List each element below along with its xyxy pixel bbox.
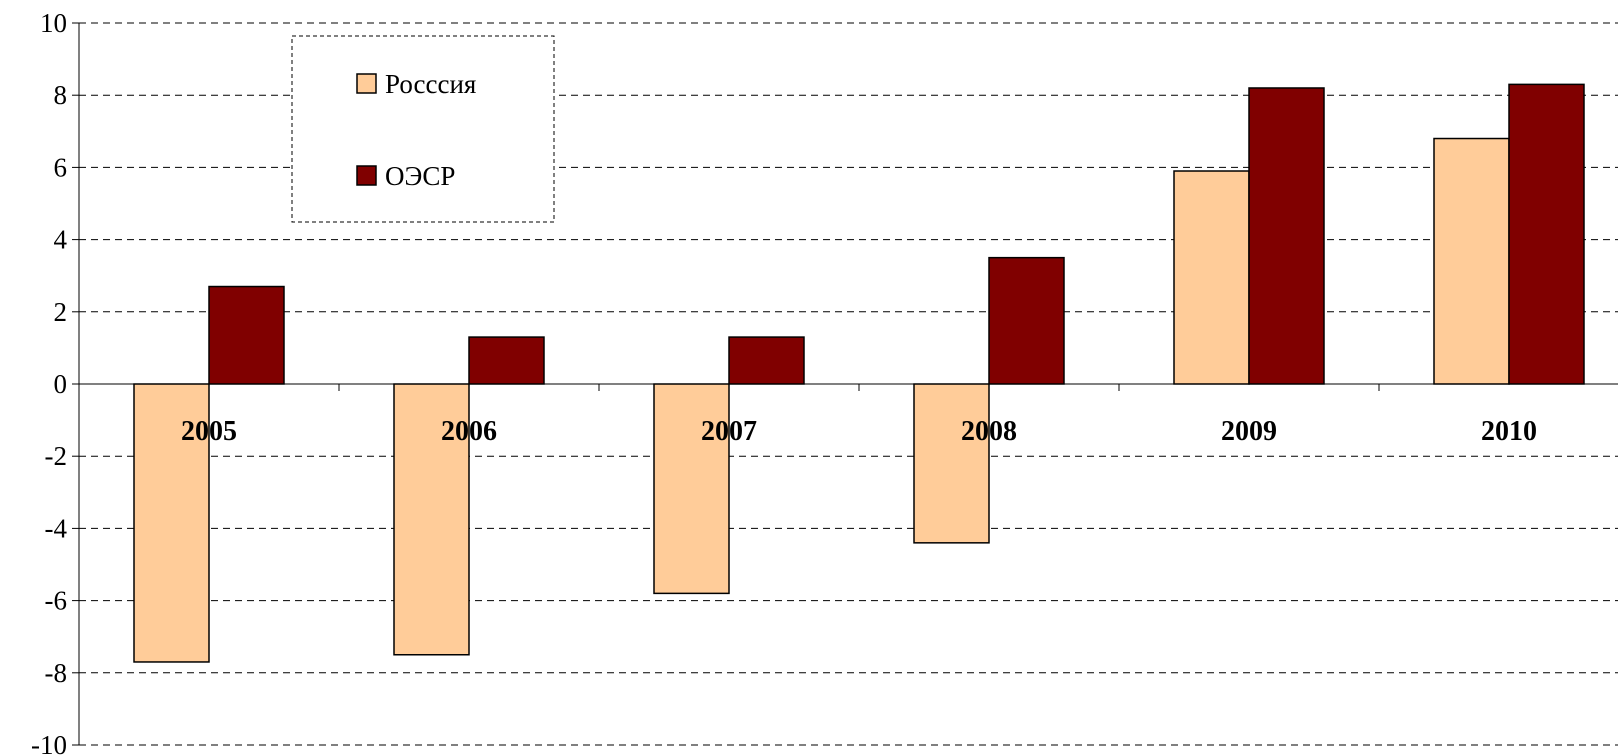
legend-label-oecd: ОЭСР (385, 161, 455, 191)
bar-oecd-2007 (728, 336, 805, 385)
y-tick-label: 8 (54, 80, 68, 110)
bar-russia-2005 (133, 383, 210, 663)
y-tick-label: 2 (54, 297, 68, 327)
bar-oecd-2005 (208, 285, 285, 385)
bar-russia-2007 (653, 383, 730, 595)
legend-label-russia: Росссия (385, 69, 476, 99)
category-label: 2005 (181, 416, 237, 447)
y-tick-label: -6 (45, 586, 68, 616)
bar-russia-2006 (393, 383, 470, 656)
category-label: 2008 (961, 416, 1017, 447)
category-label: 2010 (1481, 416, 1537, 447)
gridlines (79, 22, 1618, 746)
bars (133, 83, 1585, 663)
bar-russia-2009 (1173, 170, 1250, 385)
legend-box (291, 35, 555, 223)
legend-swatch-oecd (356, 165, 377, 186)
bar-oecd-2006 (468, 336, 545, 385)
y-tick-label: -4 (45, 513, 68, 543)
category-labels: 2005 2006 2007 2008 2009 2010 (181, 416, 1537, 447)
y-tick-label: -8 (45, 658, 68, 688)
legend-swatch-russia (356, 73, 377, 94)
y-tick-label: 10 (40, 8, 67, 38)
y-tick-label: -2 (45, 441, 68, 471)
legend: Росссия ОЭСР (291, 35, 555, 223)
category-label: 2006 (441, 416, 497, 447)
category-label: 2009 (1221, 416, 1277, 447)
bar-oecd-2009 (1248, 87, 1325, 385)
y-tick-label: 4 (54, 225, 68, 255)
y-tick-label: 0 (54, 369, 68, 399)
y-tick-label: 6 (54, 152, 68, 182)
category-label: 2007 (701, 416, 757, 447)
bar-oecd-2010 (1508, 83, 1585, 385)
bar-russia-2008 (913, 383, 990, 544)
bar-russia-2010 (1433, 137, 1510, 385)
axes (72, 22, 1618, 746)
y-tick-label: -10 (31, 730, 67, 755)
bar-oecd-2008 (988, 256, 1065, 385)
y-tick-labels: 10 8 6 4 2 0 -2 -4 -6 -8 -10 (31, 8, 68, 755)
